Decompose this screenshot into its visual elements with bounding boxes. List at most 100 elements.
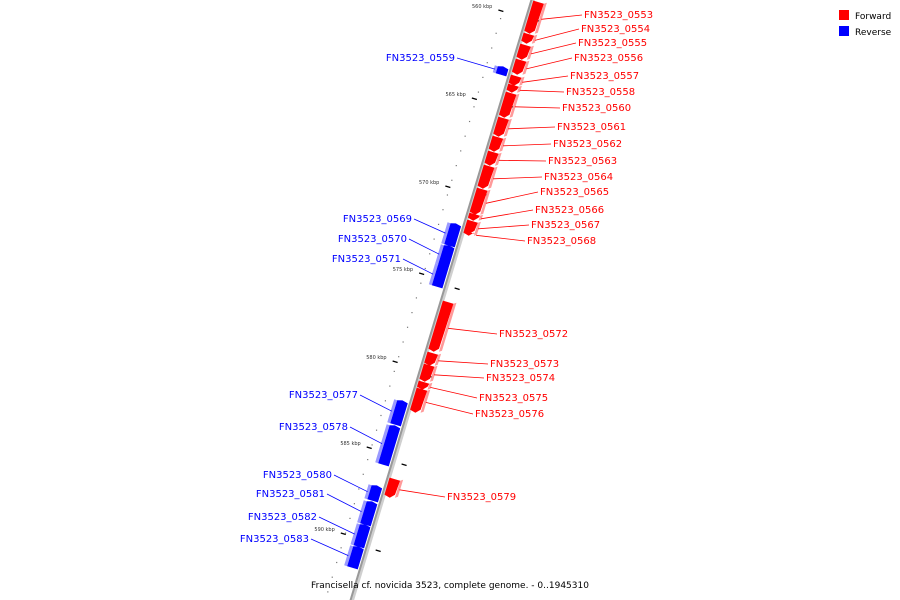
gene-arrow[interactable] bbox=[428, 300, 457, 352]
gene-label[interactable]: FN3523_0567 bbox=[531, 220, 600, 231]
tick-label: 580 kbp bbox=[366, 355, 386, 361]
minor-tick bbox=[424, 267, 426, 270]
gene-label[interactable]: FN3523_0564 bbox=[544, 172, 613, 183]
gene-arrow-body bbox=[495, 66, 509, 77]
gene-arrow-body bbox=[464, 219, 478, 234]
gene-label[interactable]: FN3523_0566 bbox=[535, 205, 604, 216]
gene-arrow[interactable] bbox=[357, 500, 378, 527]
minor-tick bbox=[442, 209, 444, 211]
leader-line bbox=[359, 394, 393, 412]
gene-arrow-shade bbox=[357, 500, 367, 524]
gene-arrow[interactable] bbox=[521, 32, 538, 44]
gene-label[interactable]: FN3523_0581 bbox=[256, 489, 325, 500]
gene-arrow[interactable] bbox=[410, 387, 431, 413]
minor-tick bbox=[406, 326, 409, 328]
gene-label[interactable]: FN3523_0580 bbox=[263, 470, 332, 481]
gene-arrow[interactable] bbox=[506, 83, 522, 93]
gene-arrow-body bbox=[521, 32, 535, 44]
gene-arrow[interactable] bbox=[524, 0, 547, 34]
gene-arrow-shade bbox=[519, 76, 525, 86]
gene-label[interactable]: FN3523_0583 bbox=[240, 534, 309, 545]
gene-arrow[interactable] bbox=[511, 58, 530, 75]
gene-arrow-shade bbox=[364, 484, 372, 500]
gene-arrow-shade bbox=[344, 545, 354, 567]
gene-label[interactable]: FN3523_0576 bbox=[475, 409, 544, 420]
gene-arrow[interactable] bbox=[344, 545, 364, 570]
gene-arrow[interactable] bbox=[464, 219, 481, 234]
gene-arrow[interactable] bbox=[441, 222, 462, 248]
gene-label[interactable]: FN3523_0577 bbox=[289, 390, 358, 401]
gene-label[interactable]: FN3523_0570 bbox=[338, 234, 407, 245]
gene-arrow-shade bbox=[499, 137, 507, 152]
gene-label[interactable]: FN3523_0573 bbox=[490, 359, 559, 370]
minor-tick bbox=[437, 223, 440, 225]
gene-label[interactable]: FN3523_0574 bbox=[486, 373, 555, 384]
gene-label[interactable]: FN3523_0555 bbox=[578, 38, 647, 49]
gene-label[interactable]: FN3523_0562 bbox=[553, 139, 622, 150]
gene-label[interactable]: FN3523_0575 bbox=[479, 393, 548, 404]
gene-arrow-body bbox=[506, 83, 519, 93]
gene-arrow-shade bbox=[420, 389, 431, 413]
gene-arrow[interactable] bbox=[350, 523, 371, 549]
gene-label[interactable]: FN3523_0553 bbox=[584, 10, 653, 21]
gene-label[interactable]: FN3523_0579 bbox=[447, 492, 516, 503]
gene-label[interactable]: FN3523_0560 bbox=[562, 103, 631, 114]
gene-label[interactable]: FN3523_0582 bbox=[248, 512, 317, 523]
gene-label[interactable]: FN3523_0556 bbox=[574, 53, 643, 64]
gene-arrow[interactable] bbox=[463, 230, 478, 236]
gene-arrow-body bbox=[417, 380, 430, 390]
gene-arrow[interactable] bbox=[508, 74, 525, 86]
gene-label[interactable]: FN3523_0559 bbox=[386, 53, 455, 64]
gene-arrow[interactable] bbox=[417, 380, 433, 390]
gene-arrow[interactable] bbox=[424, 351, 442, 366]
gene-arrow[interactable] bbox=[493, 116, 512, 137]
minor-tick bbox=[362, 473, 364, 475]
minor-tick bbox=[336, 561, 338, 564]
leader-line bbox=[493, 176, 543, 180]
leader-line bbox=[485, 191, 539, 204]
tick-label: 590 kbp bbox=[314, 527, 334, 533]
gene-arrow-shade bbox=[526, 45, 534, 60]
gene-label[interactable]: FN3523_0578 bbox=[279, 422, 348, 433]
gene-arrow[interactable] bbox=[484, 150, 502, 166]
minor-tick bbox=[477, 91, 480, 93]
tick-label: 565 kbp bbox=[445, 92, 465, 98]
gene-arrow-shade bbox=[435, 244, 444, 265]
gene-label[interactable]: FN3523_0572 bbox=[499, 329, 568, 340]
gene-arrow[interactable] bbox=[469, 187, 491, 215]
gene-label[interactable]: FN3523_0554 bbox=[581, 24, 650, 35]
minor-tick bbox=[491, 47, 493, 49]
gene-arrow-body bbox=[511, 58, 527, 75]
gene-label[interactable]: FN3523_0557 bbox=[570, 71, 639, 82]
gene-arrow[interactable] bbox=[516, 43, 534, 60]
minor-tick bbox=[486, 62, 488, 64]
gene-arrow-shade bbox=[480, 189, 491, 215]
gene-arrow[interactable] bbox=[384, 477, 404, 498]
gene-label[interactable]: FN3523_0563 bbox=[548, 156, 617, 167]
gene-arrow[interactable] bbox=[477, 164, 498, 189]
gene-arrow-body bbox=[444, 223, 462, 248]
gene-arrow-body bbox=[516, 43, 531, 60]
gene-label[interactable]: FN3523_0565 bbox=[540, 187, 609, 198]
gene-arrow[interactable] bbox=[435, 244, 455, 268]
gene-label[interactable]: FN3523_0569 bbox=[343, 214, 412, 225]
gene-arrow-body bbox=[360, 501, 378, 527]
gene-label[interactable]: FN3523_0561 bbox=[557, 122, 626, 133]
gene-arrow[interactable] bbox=[428, 263, 449, 289]
gene-arrow[interactable] bbox=[488, 135, 507, 152]
gene-arrow[interactable] bbox=[492, 65, 509, 77]
genome-caption: Francisella cf. novicida 3523, complete … bbox=[311, 581, 589, 591]
gene-arrow[interactable] bbox=[467, 212, 483, 221]
gene-arrow[interactable] bbox=[498, 91, 520, 118]
gene-arrow[interactable] bbox=[387, 399, 408, 427]
gene-arrow[interactable] bbox=[375, 424, 401, 467]
gene-label[interactable]: FN3523_0571 bbox=[332, 254, 401, 265]
gene-arrow[interactable] bbox=[419, 363, 438, 382]
leader-line bbox=[478, 224, 530, 230]
gene-arrow-shade bbox=[478, 214, 483, 221]
major-tick bbox=[366, 446, 372, 450]
minor-tick bbox=[446, 194, 449, 196]
gene-arrow[interactable] bbox=[364, 484, 383, 503]
gene-label[interactable]: FN3523_0558 bbox=[566, 87, 635, 98]
gene-label[interactable]: FN3523_0568 bbox=[527, 236, 596, 247]
